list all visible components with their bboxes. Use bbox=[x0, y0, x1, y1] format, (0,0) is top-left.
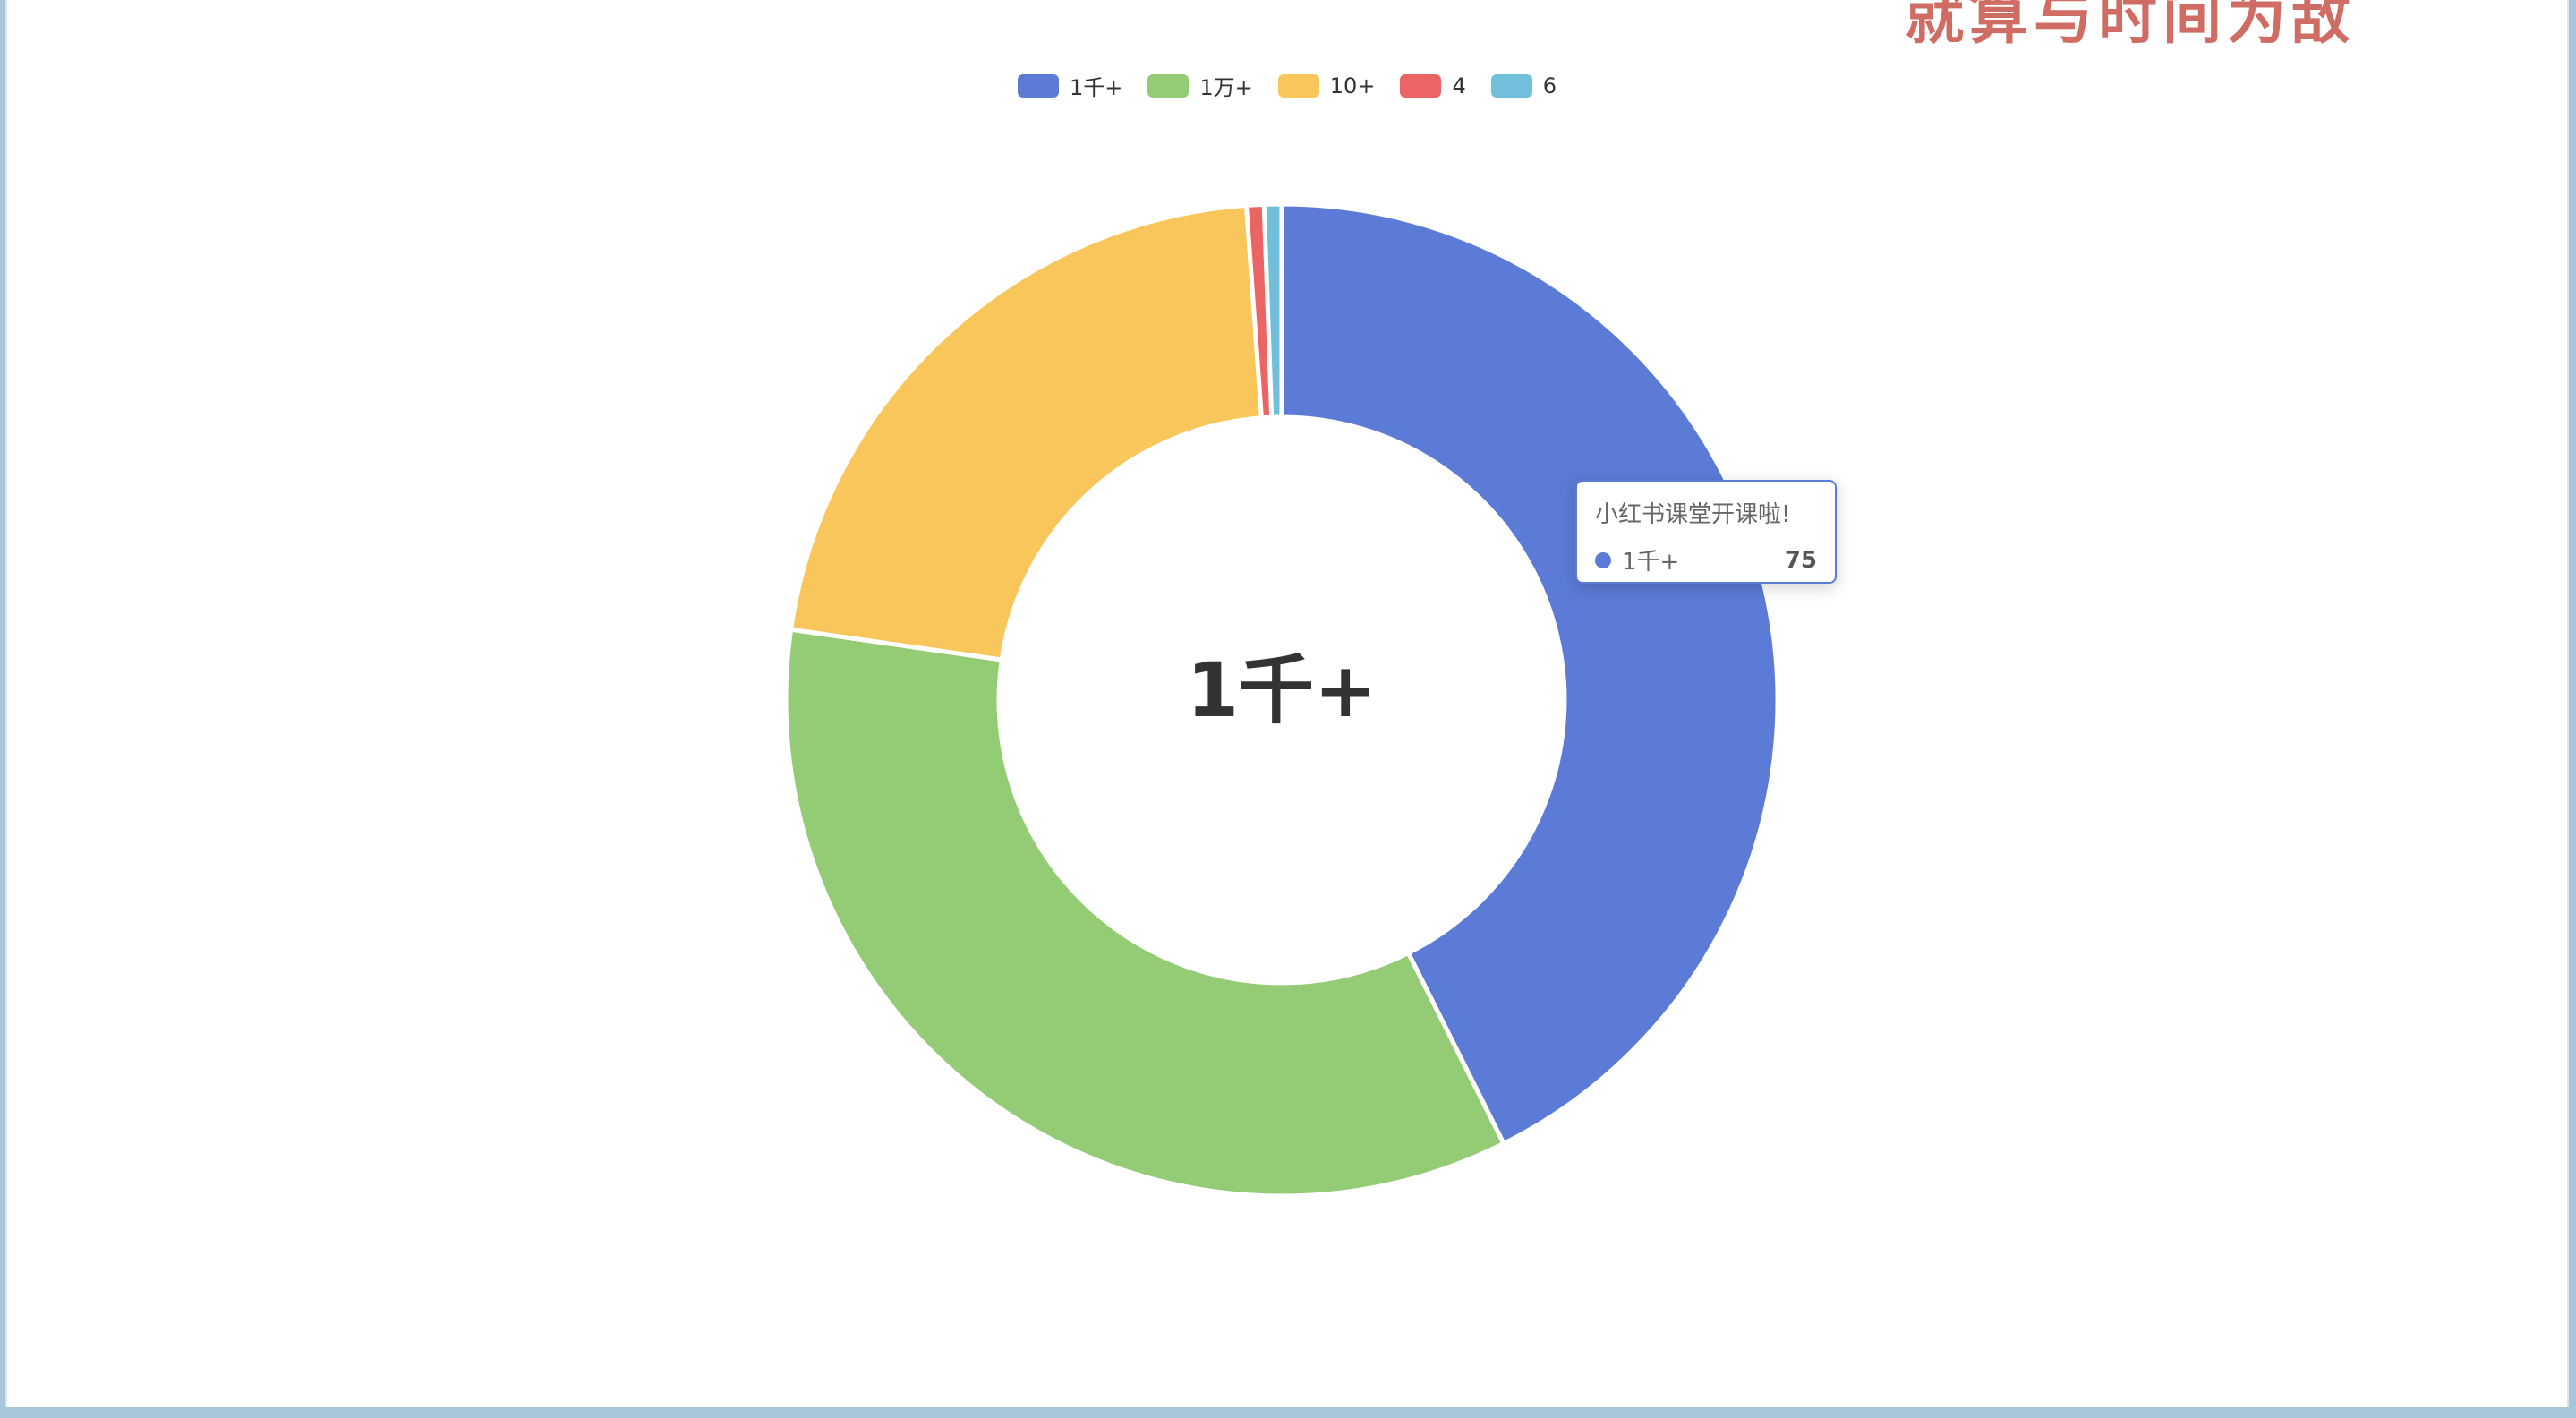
legend-swatch bbox=[1490, 73, 1532, 98]
slice-group bbox=[783, 201, 1780, 1199]
donut-slice-3[interactable] bbox=[789, 202, 1264, 662]
legend-item[interactable]: 4 bbox=[1400, 70, 1466, 101]
legend-item[interactable]: 10+ bbox=[1277, 70, 1376, 101]
legend-item[interactable]: 6 bbox=[1490, 70, 1557, 101]
legend-label: 1千+ bbox=[1070, 75, 1123, 100]
tooltip-series-label: 1千+ bbox=[1622, 549, 1680, 576]
watermark-text: 就算与时间为敌 bbox=[1905, 0, 2356, 52]
legend-label: 1万+ bbox=[1199, 75, 1253, 100]
donut-slice-1[interactable] bbox=[1279, 201, 1780, 1146]
legend-swatch bbox=[1400, 73, 1442, 98]
legend-item[interactable]: 1千+ bbox=[1018, 70, 1122, 101]
donut-chart: 1千+ bbox=[783, 201, 1780, 1199]
tooltip-series-dot bbox=[1595, 551, 1611, 568]
legend-label: 4 bbox=[1452, 73, 1466, 98]
legend-swatch bbox=[1277, 73, 1319, 98]
tooltip-value: 75 bbox=[1784, 546, 1817, 574]
legend-swatch bbox=[1018, 73, 1059, 98]
tooltip-row: 1千+ 75 bbox=[1595, 543, 1817, 577]
donut-slice-2[interactable] bbox=[783, 627, 1506, 1199]
chart-legend: 1千+ 1万+ 10+ 4 6 bbox=[7, 70, 2567, 101]
legend-swatch bbox=[1147, 73, 1190, 98]
center-label: 1千+ bbox=[1187, 646, 1378, 734]
legend-item[interactable]: 1万+ bbox=[1147, 70, 1253, 101]
tooltip: 小红书课堂开课啦! 1千+ 75 bbox=[1575, 480, 1837, 584]
donut-slice-5[interactable] bbox=[1261, 201, 1284, 420]
legend-label: 6 bbox=[1542, 73, 1557, 98]
chart-window: 就算与时间为敌 1千+ 1万+ 10+ 4 6 1千+ 小红书课堂开课啦! 1千+ 75 bbox=[5, 0, 2569, 1407]
tooltip-title: 小红书课堂开课啦! bbox=[1595, 501, 1791, 528]
legend-label: 10+ bbox=[1329, 73, 1376, 98]
